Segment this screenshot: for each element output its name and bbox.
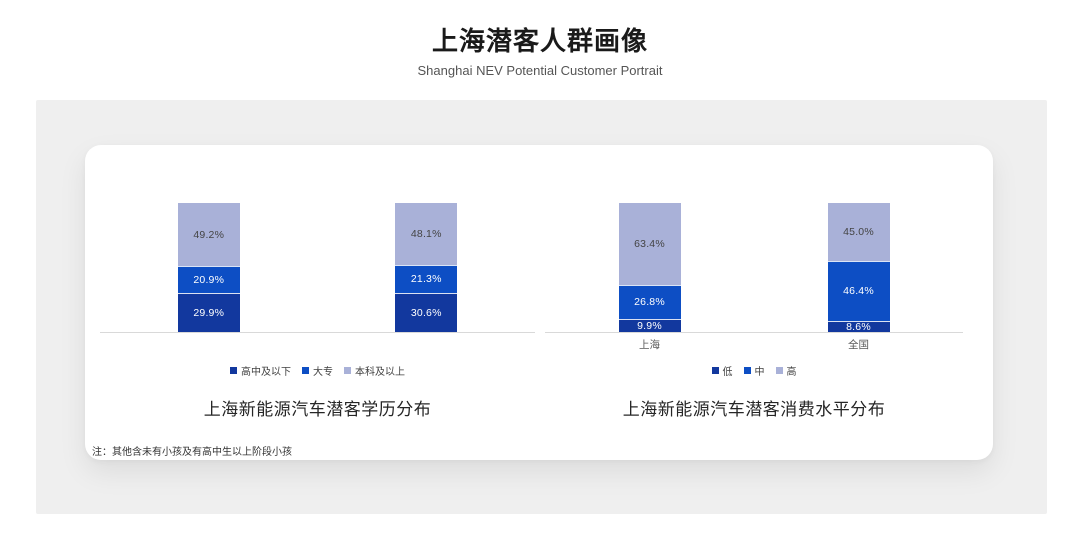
education-legend: 高中及以下 大专 本科及以上: [100, 363, 535, 378]
stacked-bar: 8.6% 46.4% 45.0%: [827, 203, 890, 332]
legend-swatch: [230, 366, 237, 374]
background-panel: 29.9% 20.9% 49.2% 30.6% 21.3% 48.1% 高中及以下 大专 本科…: [36, 100, 1047, 514]
education-distribution-chart: 29.9% 20.9% 49.2% 30.6% 21.3% 48.1% 高中及以下 大专 本科…: [100, 203, 535, 420]
page-subtitle: Shanghai NEV Potential Customer Portrait: [417, 62, 663, 78]
bar-segment: 9.9%: [618, 319, 681, 332]
legend-item: 高中及以下: [230, 363, 291, 378]
legend-item: 高: [775, 363, 797, 378]
legend-item: 本科及以上: [344, 363, 405, 378]
consumption-chart-title: 上海新能源汽车潜客消费水平分布: [622, 400, 886, 419]
bar-segment: 26.8%: [618, 284, 681, 320]
legend-label: 高: [786, 366, 797, 378]
bar-segment: 20.9%: [177, 266, 240, 294]
legend-swatch: [711, 366, 719, 374]
bar-segment: 63.4%: [618, 202, 681, 285]
legend-item: 大专: [302, 363, 333, 378]
stacked-bar: 30.6% 21.3% 48.1%: [395, 203, 458, 332]
stacked-bar: 9.9% 26.8% 63.4%: [618, 202, 681, 332]
bar-segment: 8.6%: [827, 320, 890, 332]
bar-segment: 46.4%: [827, 261, 890, 321]
footnote: 注：其他含未有小孩及有高中生以上阶段小孩: [92, 447, 292, 458]
bar-segment: 21.3%: [395, 265, 458, 293]
legend-item: 中: [743, 363, 765, 378]
bar-segment: 30.6%: [395, 292, 458, 332]
education-plot-area: 29.9% 20.9% 49.2% 30.6% 21.3% 48.1%: [100, 203, 535, 333]
category-label: [386, 337, 466, 352]
page-header: 上海潜客人群画像 Shanghai NEV Potential Customer…: [0, 26, 1080, 78]
legend-label: 大专: [313, 366, 333, 378]
legend-label: 本科及以上: [355, 366, 405, 378]
consumption-level-chart: 9.9% 26.8% 63.4% 8.6% 46.4% 45.0% 上海 全国 低 中 高 上海…: [545, 202, 963, 420]
chart-card: 29.9% 20.9% 49.2% 30.6% 21.3% 48.1% 高中及以下 大专 本科…: [85, 145, 993, 460]
bar-segment: 29.9%: [177, 293, 240, 332]
category-label: 上海: [639, 339, 660, 351]
stacked-bar: 29.9% 20.9% 49.2%: [177, 203, 240, 332]
bar-segment: 45.0%: [827, 203, 890, 262]
category-label: [169, 337, 249, 352]
legend-label: 低: [722, 366, 733, 378]
legend-label: 高中及以下: [241, 366, 291, 378]
consumption-category-axis: 上海 全国: [545, 337, 963, 352]
legend-item: 低: [711, 363, 733, 378]
education-chart-title: 上海新能源汽车潜客学历分布: [203, 400, 432, 419]
page-title: 上海潜客人群画像: [431, 26, 648, 56]
category-label: 全国: [848, 339, 869, 351]
education-category-axis: [100, 337, 535, 352]
consumption-legend: 低中高: [545, 363, 963, 378]
consumption-plot-area: 9.9% 26.8% 63.4% 8.6% 46.4% 45.0%: [545, 202, 963, 333]
legend-swatch: [344, 366, 351, 374]
bar-segment: 49.2%: [177, 203, 240, 267]
legend-swatch: [775, 366, 783, 374]
legend-swatch: [743, 366, 751, 374]
legend-label: 中: [754, 366, 765, 378]
legend-swatch: [302, 366, 309, 374]
bar-segment: 48.1%: [395, 203, 458, 266]
